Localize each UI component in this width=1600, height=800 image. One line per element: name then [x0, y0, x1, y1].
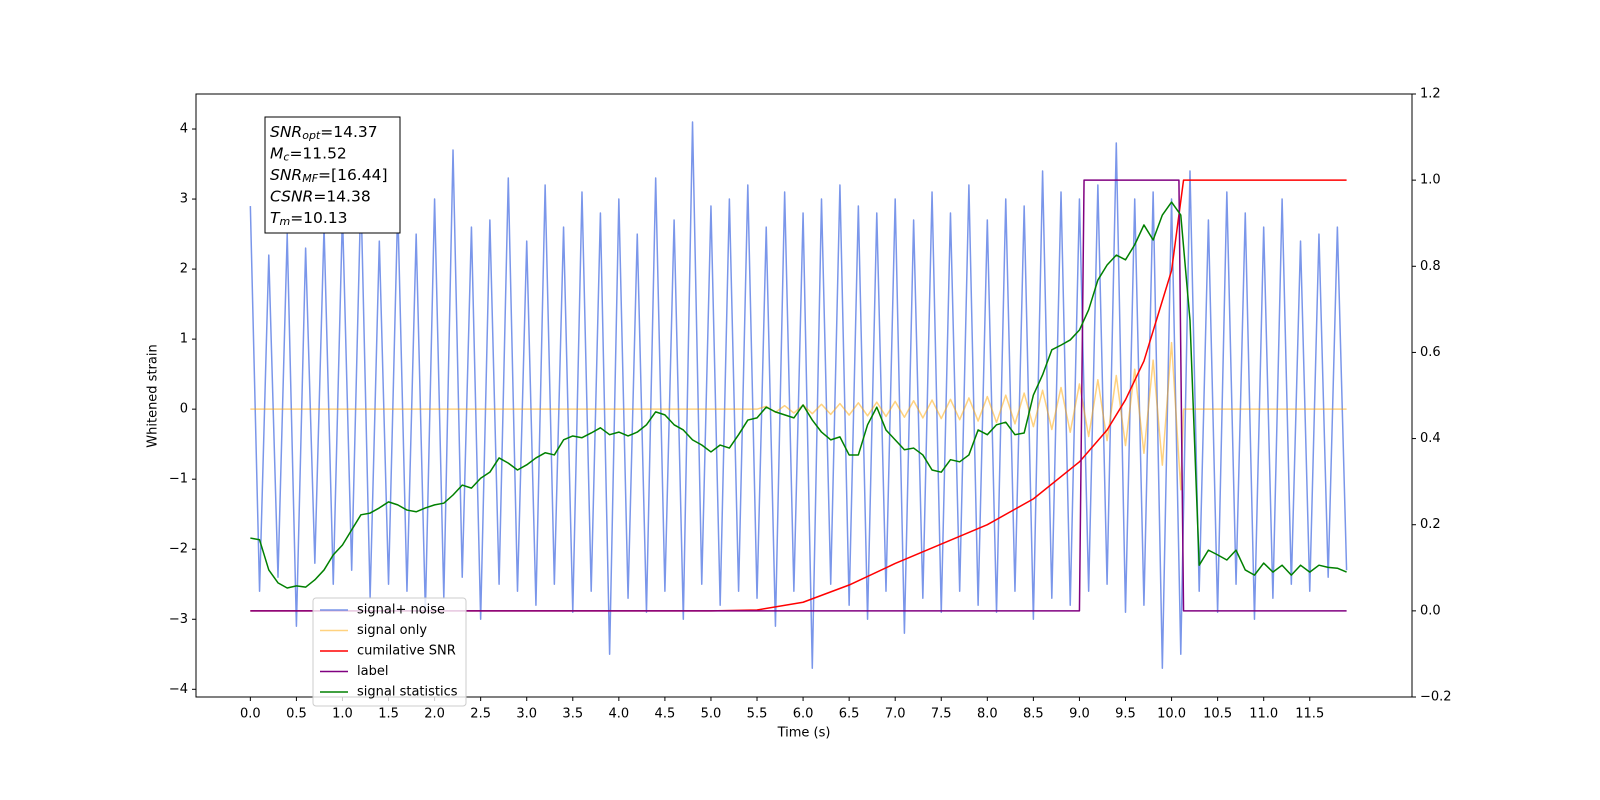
y2-tick-label: 1.0 — [1420, 173, 1441, 188]
legend-label: signal statistics — [357, 685, 458, 700]
info-line: SNRopt=14.37 — [270, 123, 378, 143]
series-line — [250, 201, 1347, 589]
x-tick-label: 4.0 — [608, 707, 629, 722]
info-value: =14.38 — [313, 187, 370, 205]
legend-label: label — [357, 664, 388, 679]
info-line: SNRMF=[16.44] — [270, 166, 388, 186]
x-tick-label: 11.0 — [1249, 707, 1278, 722]
y-tick-label: −3 — [169, 612, 188, 627]
y2-tick-label: 0.8 — [1420, 259, 1441, 274]
x-tick-label: 10.0 — [1157, 707, 1186, 722]
y-tick-label: 2 — [180, 262, 188, 277]
y2-tick-label: −0.2 — [1420, 690, 1452, 705]
info-box: SNRopt=14.37Mc=11.52SNRMF=[16.44]CSNR=14… — [264, 116, 401, 234]
info-line: CSNR=14.38 — [270, 187, 371, 205]
info-subscript: opt — [302, 129, 321, 142]
legend-label: signal only — [357, 623, 427, 638]
x-tick-label: 3.5 — [562, 707, 583, 722]
info-name: M — [270, 144, 283, 162]
x-tick-label: 7.0 — [885, 707, 906, 722]
series-line — [250, 179, 1347, 612]
series-line — [250, 341, 1347, 491]
info-line: Mc=11.52 — [270, 144, 347, 164]
y2-tick-label: 0.4 — [1420, 431, 1441, 446]
legend-label: cumilative SNR — [357, 644, 456, 659]
y-tick-label: 1 — [180, 332, 188, 347]
x-tick-label: 9.0 — [1069, 707, 1090, 722]
x-tick-label: 11.5 — [1295, 707, 1324, 722]
info-value: =10.13 — [290, 209, 347, 227]
series-line — [249, 121, 1348, 670]
y-tick-label: −1 — [169, 472, 188, 487]
y2-tick-label: 0.2 — [1420, 517, 1441, 532]
x-tick-label: 1.5 — [378, 707, 399, 722]
y-tick-label: −2 — [169, 542, 188, 557]
x-tick-label: 10.5 — [1203, 707, 1232, 722]
x-tick-label: 5.5 — [747, 707, 768, 722]
info-name: T — [270, 209, 281, 227]
x-tick-label: 4.5 — [655, 707, 676, 722]
x-axis-label: Time (s) — [777, 726, 831, 741]
plot-frame — [195, 93, 1413, 698]
x-tick-label: 0.0 — [240, 707, 261, 722]
series-line — [250, 179, 1347, 612]
info-name: CSNR — [270, 187, 313, 205]
x-tick-label: 2.0 — [424, 707, 445, 722]
y2-tick-label: 0.0 — [1420, 603, 1441, 618]
x-tick-label: 8.5 — [1023, 707, 1044, 722]
info-name: SNR — [270, 166, 302, 184]
legend-frame — [312, 597, 467, 707]
y2-tick-label: 0.6 — [1420, 345, 1441, 360]
x-tick-label: 3.0 — [516, 707, 537, 722]
x-tick-label: 0.5 — [286, 707, 307, 722]
info-subscript: m — [279, 215, 290, 228]
info-subscript: c — [283, 151, 289, 164]
info-line: Tm=10.13 — [270, 209, 348, 229]
legend-label: signal+ noise — [357, 603, 445, 618]
info-value: =14.37 — [320, 123, 377, 141]
y-tick-label: 0 — [180, 402, 188, 417]
info-subscript: MF — [302, 172, 318, 185]
x-tick-label: 9.5 — [1115, 707, 1136, 722]
y-tick-label: −4 — [169, 682, 188, 697]
x-tick-label: 6.5 — [839, 707, 860, 722]
info-name: SNR — [270, 123, 302, 141]
y-axis-label: Whitened strain — [146, 344, 161, 447]
y-tick-label: 4 — [180, 122, 188, 137]
x-tick-label: 1.0 — [332, 707, 353, 722]
x-tick-label: 5.0 — [701, 707, 722, 722]
y-tick-label: 3 — [180, 192, 188, 207]
x-tick-label: 2.5 — [470, 707, 491, 722]
info-value: =[16.44] — [318, 166, 387, 184]
legend: signal+ noise signal only cumilative SNR la… — [312, 597, 467, 707]
x-tick-label: 7.5 — [931, 707, 952, 722]
x-tick-label: 8.0 — [977, 707, 998, 722]
x-tick-label: 6.0 — [793, 707, 814, 722]
y2-tick-label: 1.2 — [1420, 87, 1441, 102]
info-value: =11.52 — [289, 144, 346, 162]
info-box-frame — [264, 116, 401, 234]
